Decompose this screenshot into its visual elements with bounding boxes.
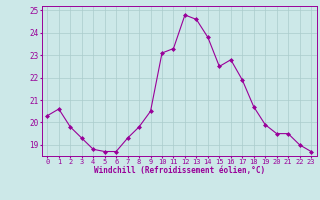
X-axis label: Windchill (Refroidissement éolien,°C): Windchill (Refroidissement éolien,°C) xyxy=(94,166,265,175)
